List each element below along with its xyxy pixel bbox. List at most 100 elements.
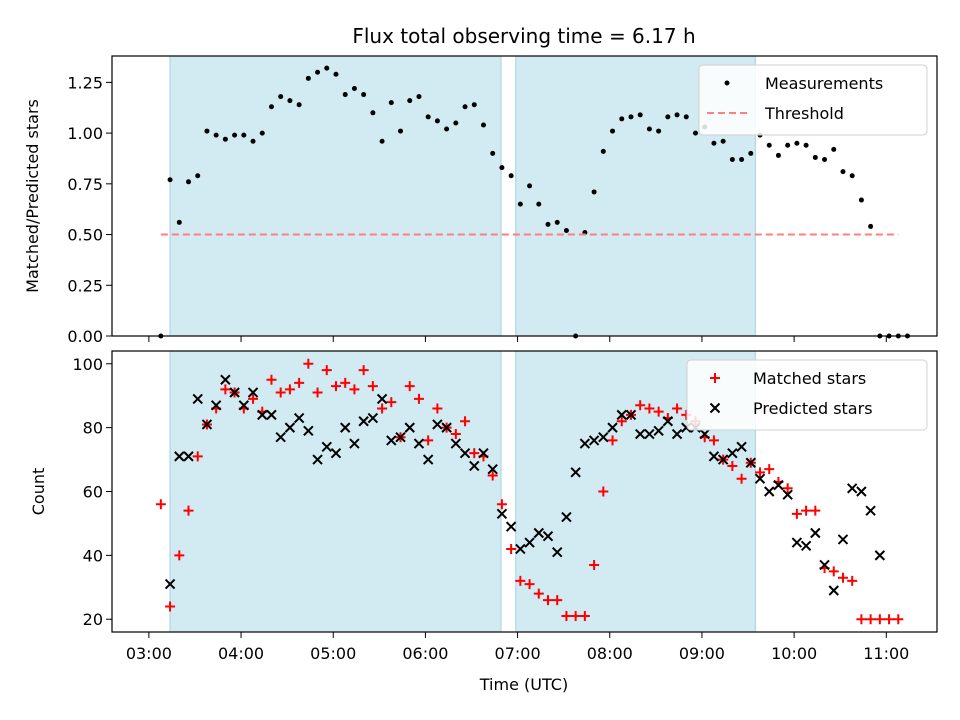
predicted-star-point bbox=[745, 457, 757, 468]
measurement-point bbox=[554, 219, 560, 225]
matched-star-point bbox=[552, 595, 563, 606]
measurement-point bbox=[425, 114, 431, 120]
matched-star-point bbox=[579, 611, 590, 622]
predicted-star-point bbox=[736, 441, 747, 453]
measurement-point bbox=[720, 138, 726, 144]
predicted-star-point bbox=[478, 447, 489, 459]
matched-star-point bbox=[506, 543, 517, 554]
measurement-point bbox=[398, 128, 404, 134]
y-tick-label: 0.75 bbox=[67, 175, 103, 194]
measurement-point bbox=[379, 138, 385, 144]
matched-star-point bbox=[432, 403, 443, 414]
predicted-star-point bbox=[846, 483, 858, 494]
measurement-point bbox=[259, 130, 265, 136]
predicted-star-point bbox=[395, 432, 406, 443]
matched-star-point bbox=[884, 614, 895, 625]
predicted-star-point bbox=[174, 451, 185, 462]
predicted-star-point bbox=[598, 432, 609, 443]
measurement-point bbox=[822, 156, 828, 162]
matched-star-point bbox=[284, 384, 295, 395]
measurement-point bbox=[250, 138, 256, 144]
matched-star-point bbox=[349, 384, 360, 395]
predicted-star-point bbox=[404, 422, 415, 433]
chart-title: Flux total observing time = 6.17 h bbox=[352, 24, 695, 48]
measurement-point bbox=[591, 189, 597, 195]
matched-star-point bbox=[598, 486, 609, 497]
matched-star-point bbox=[487, 470, 498, 481]
measurement-point bbox=[471, 102, 477, 108]
predicted-star-point bbox=[330, 447, 342, 459]
axes-frame bbox=[111, 55, 938, 337]
matched-star-point bbox=[192, 451, 203, 462]
measurement-point bbox=[794, 140, 800, 146]
predicted-star-point bbox=[616, 409, 627, 421]
y-axis-label: Matched/Predicted stars bbox=[23, 99, 42, 293]
matched-star-point bbox=[165, 601, 176, 612]
legend-box bbox=[686, 359, 928, 431]
measurement-point bbox=[646, 126, 652, 132]
matched-star-point bbox=[515, 575, 526, 586]
matched-star-point bbox=[672, 403, 683, 414]
measurement-point bbox=[305, 75, 311, 81]
measurement-point bbox=[195, 173, 201, 179]
predicted-star-point bbox=[653, 425, 664, 437]
measurement-point bbox=[388, 100, 394, 106]
matched-star-point bbox=[570, 611, 581, 622]
predicted-star-point bbox=[376, 393, 388, 405]
predicted-star-point bbox=[552, 546, 563, 558]
measurement-point bbox=[868, 223, 874, 229]
observing-window-shade bbox=[170, 56, 501, 336]
predicted-star-point bbox=[773, 479, 784, 491]
matched-star-point bbox=[607, 435, 618, 446]
predicted-star-point bbox=[561, 511, 572, 523]
predicted-star-point bbox=[312, 454, 323, 465]
measurement-point bbox=[333, 71, 339, 77]
matched-star-point bbox=[450, 429, 461, 440]
predicted-star-point bbox=[432, 419, 443, 430]
matched-star-point bbox=[543, 595, 554, 606]
predicted-star-point bbox=[413, 438, 425, 449]
predicted-star-point bbox=[220, 374, 231, 385]
predicted-star-point bbox=[450, 438, 462, 449]
matched-star-point bbox=[874, 614, 885, 625]
predicted-star-point bbox=[828, 585, 839, 596]
y-tick-label: 0.25 bbox=[67, 276, 103, 295]
matched-star-point bbox=[469, 448, 480, 459]
predicted-star-point bbox=[321, 441, 332, 453]
predicted-star-point bbox=[247, 387, 259, 398]
predicted-star-point bbox=[496, 508, 508, 520]
x-tick-label: 04:00 bbox=[218, 644, 264, 663]
legend-label: Threshold bbox=[764, 104, 844, 123]
predicted-star-point bbox=[349, 438, 360, 449]
matched-star-point bbox=[183, 505, 194, 516]
predicted-star-point bbox=[275, 432, 286, 443]
matched-star-point bbox=[893, 614, 904, 625]
matched-star-point bbox=[708, 435, 719, 446]
measurement-point bbox=[840, 169, 846, 175]
x-tick-label: 05:00 bbox=[310, 644, 356, 663]
matched-star-point bbox=[616, 416, 627, 427]
predicted-star-point bbox=[210, 400, 222, 411]
measurement-point bbox=[785, 142, 791, 148]
predicted-star-point bbox=[607, 422, 618, 433]
measurement-point bbox=[665, 114, 671, 120]
series-0-0 bbox=[158, 65, 911, 339]
matched-star-point bbox=[635, 400, 646, 411]
y-tick-label: 80 bbox=[83, 419, 103, 438]
measurement-point bbox=[444, 126, 450, 132]
measurement-point bbox=[563, 227, 569, 233]
measurement-point bbox=[656, 128, 662, 134]
measurement-point bbox=[628, 114, 634, 120]
predicted-star-point bbox=[441, 422, 452, 433]
measurement-point bbox=[204, 128, 210, 134]
measurement-point bbox=[462, 104, 468, 110]
predicted-star-point bbox=[422, 454, 434, 465]
bottom-panel: 20 40 60 80 100 03:00 04:00 05:00 06:00 07:00 08:0… bbox=[29, 350, 938, 663]
measurement-point bbox=[241, 132, 247, 138]
predicted-star-point bbox=[303, 425, 314, 437]
predicted-star-point bbox=[856, 486, 867, 497]
matched-star-point bbox=[847, 575, 858, 586]
predicted-star-point bbox=[579, 438, 591, 449]
matched-star-point bbox=[496, 499, 507, 510]
legend-label: Matched stars bbox=[753, 369, 866, 388]
